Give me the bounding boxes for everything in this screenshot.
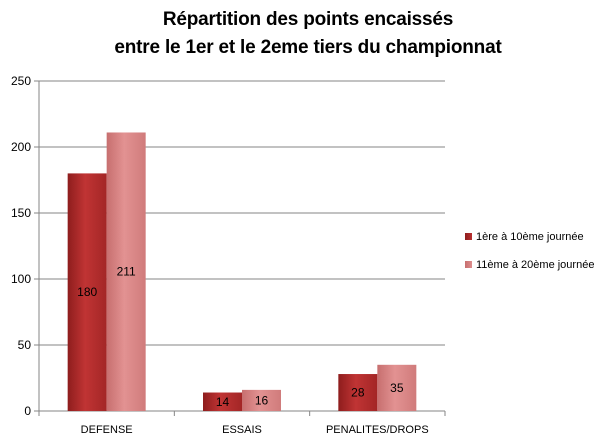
y-tick-label: 0 <box>24 404 31 418</box>
x-tick-label: PENALITES/DROPS <box>326 424 429 436</box>
bars <box>67 132 417 412</box>
data-labels: 180 211 14 16 28 35 <box>77 265 404 409</box>
bar <box>67 173 107 411</box>
y-tick-label: 250 <box>11 74 31 88</box>
data-label: 211 <box>117 265 136 279</box>
data-label: 180 <box>77 285 97 299</box>
y-tick-label: 200 <box>11 140 31 154</box>
legend: 1ère à 10ème journée 11ème à 20ème journé… <box>465 231 594 271</box>
legend-label: 1ère à 10ème journée <box>476 231 584 243</box>
y-tick-label: 100 <box>11 272 31 286</box>
bar <box>106 132 146 412</box>
chart-title-line-1: Répartition des points encaissés <box>162 9 454 30</box>
legend-label: 11ème à 20ème journée <box>476 259 594 271</box>
legend-swatch <box>465 261 472 268</box>
bar <box>377 364 417 411</box>
bar <box>203 392 242 411</box>
data-label: 16 <box>255 393 269 407</box>
data-label: 28 <box>351 386 365 400</box>
y-tick-label: 50 <box>18 338 32 352</box>
data-label: 14 <box>216 395 230 409</box>
y-tick-label: 150 <box>11 206 31 220</box>
bar <box>242 389 281 411</box>
x-tick-label: DEFENSE <box>81 424 133 436</box>
chart-title-line-2: entre le 1er et le 2eme tiers du champio… <box>114 37 502 58</box>
x-tick-label: ESSAIS <box>222 424 262 436</box>
legend-swatch <box>465 233 472 240</box>
bar <box>338 374 378 411</box>
data-label: 35 <box>390 381 404 395</box>
